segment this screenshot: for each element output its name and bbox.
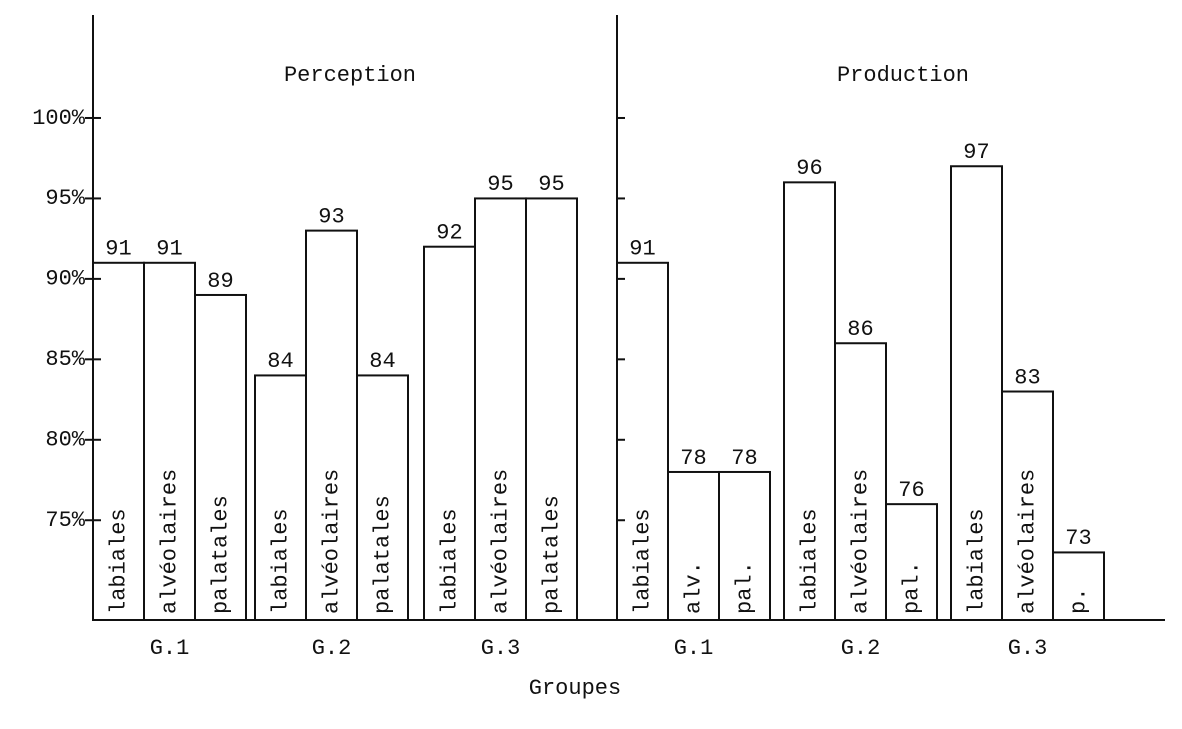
- bar-label: alv.: [681, 561, 706, 614]
- value-label: 76: [898, 478, 924, 503]
- bar-label: alvéolaires: [488, 469, 513, 614]
- value-label: 84: [267, 349, 293, 374]
- bar-label: palatales: [370, 495, 395, 614]
- bar: [356, 374, 409, 621]
- value-label: 91: [156, 237, 182, 262]
- y-tick-label: 100%: [32, 106, 86, 131]
- bar: [1001, 390, 1054, 621]
- panel-title: Perception: [284, 63, 416, 88]
- value-label: 84: [369, 349, 395, 374]
- bar-label: pal.: [732, 561, 757, 614]
- bar-label: alvéolaires: [157, 469, 182, 614]
- x-axis-label: Groupes: [529, 676, 621, 701]
- y-tick-label: 90%: [45, 267, 85, 292]
- bar-label: palatales: [539, 495, 564, 614]
- value-label: 78: [680, 446, 706, 471]
- x-tick-label: G.1: [150, 636, 190, 661]
- bar-label: labiales: [106, 508, 131, 614]
- x-tick-label: G.3: [481, 636, 521, 661]
- bar-label: labiales: [964, 508, 989, 614]
- panel-title: Production: [837, 63, 969, 88]
- bar-label: labiales: [797, 508, 822, 614]
- value-label: 73: [1065, 526, 1091, 551]
- bar-label: labiales: [268, 508, 293, 614]
- bar-label: labiales: [630, 508, 655, 614]
- bar-label: p.: [1066, 588, 1091, 614]
- bar-label: alvéolaires: [319, 469, 344, 614]
- bar: [1052, 551, 1105, 622]
- bar-label: labiales: [437, 508, 462, 614]
- bar-label: alvéolaires: [1015, 469, 1040, 614]
- bar-label: alvéolaires: [848, 469, 873, 614]
- y-tick-label: 80%: [45, 428, 85, 453]
- value-label: 95: [487, 172, 513, 197]
- bar: [525, 197, 578, 621]
- value-label: 92: [436, 221, 462, 246]
- value-label: 93: [318, 204, 344, 229]
- bar: [194, 293, 247, 621]
- value-label: 95: [538, 172, 564, 197]
- bar: [718, 470, 771, 621]
- x-tick-label: G.3: [1008, 636, 1048, 661]
- y-tick-label: 85%: [45, 347, 85, 372]
- bar: [885, 503, 938, 621]
- x-tick-label: G.2: [312, 636, 352, 661]
- bar-label: palatales: [208, 495, 233, 614]
- value-label: 89: [207, 269, 233, 294]
- value-label: 91: [629, 237, 655, 262]
- bar-label: pal.: [899, 561, 924, 614]
- value-label: 78: [731, 446, 757, 471]
- value-label: 91: [105, 237, 131, 262]
- x-tick-label: G.1: [674, 636, 714, 661]
- bar: [616, 261, 669, 621]
- bar: [834, 342, 887, 621]
- value-label: 86: [847, 317, 873, 342]
- y-tick-label: 95%: [45, 186, 85, 211]
- value-label: 96: [796, 156, 822, 181]
- value-label: 97: [963, 140, 989, 165]
- y-tick-label: 75%: [45, 508, 85, 533]
- value-label: 83: [1014, 365, 1040, 390]
- x-tick-label: G.2: [841, 636, 881, 661]
